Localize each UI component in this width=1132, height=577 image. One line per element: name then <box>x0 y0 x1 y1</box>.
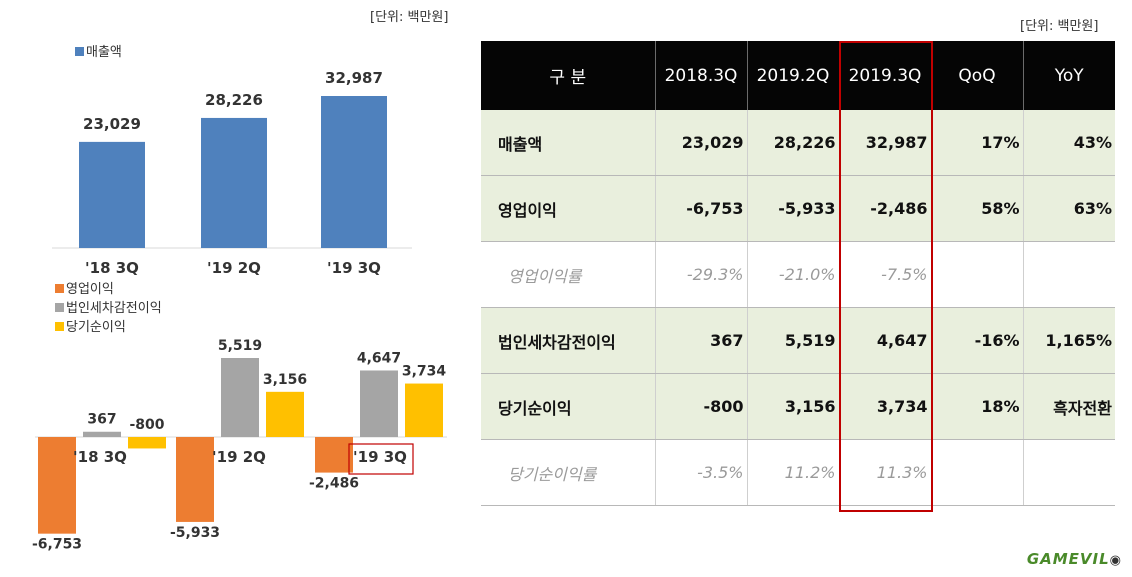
financial-charts: 매출액 23,029 '18 3Q 28,226 '19 2Q 32,987 '19 3Q 영… <box>32 45 447 553</box>
header-2019-3q: 2019.3Q <box>838 41 931 110</box>
table-cell: 4,647 <box>838 307 931 374</box>
data-label: 3,734 <box>402 364 447 380</box>
unit-label-left: [단위: 백만원] <box>370 10 449 25</box>
table-cell <box>1022 439 1115 506</box>
table-cell: -6,753 <box>654 175 747 242</box>
bar-operating-profit <box>176 437 214 522</box>
table-cell: -21.0% <box>746 241 839 308</box>
table-cell: -2,486 <box>838 175 931 242</box>
row-label: 영업이익 <box>481 175 655 242</box>
header-2018-3q: 2018.3Q <box>654 41 747 110</box>
data-label: 367 <box>87 412 116 428</box>
legend-swatch-revenue <box>75 47 84 56</box>
legend-net-income-swatch <box>55 322 64 331</box>
category-label: '18 3Q <box>85 259 139 277</box>
table-cell: 32,987 <box>838 110 931 176</box>
table-row-net-margin: 당기순이익률 -3.5% 11.2% 11.3% <box>481 439 1115 506</box>
gamevil-logo: GAMEVIL◉ <box>1026 550 1122 568</box>
table-cell: 3,156 <box>746 373 839 440</box>
data-label: -2,486 <box>309 476 359 492</box>
bar-pretax-income <box>221 358 259 437</box>
table-row-pretax-income: 법인세차감전이익 367 5,519 4,647 -16% 1,165% <box>481 307 1115 374</box>
row-label: 법인세차감전이익 <box>481 307 655 374</box>
data-label: 4,647 <box>357 350 401 366</box>
table-cell: -29.3% <box>654 241 747 308</box>
table-cell: 58% <box>930 175 1023 242</box>
table-cell <box>930 241 1023 308</box>
table-cell: 23,029 <box>654 110 747 176</box>
category-label: '19 3Q <box>353 448 407 466</box>
data-label-revenue: 28,226 <box>205 91 263 109</box>
header-yoy: YoY <box>1022 41 1115 110</box>
table-cell: 63% <box>1022 175 1115 242</box>
table-cell: 28,226 <box>746 110 839 176</box>
data-label: -6,753 <box>32 537 82 553</box>
bar-operating-profit <box>315 437 353 473</box>
bar-pretax-income <box>83 431 121 437</box>
table-cell: 흑자전환 <box>1022 373 1115 440</box>
table-cell: 17% <box>930 110 1023 176</box>
highlight-box-19-3q <box>348 443 414 475</box>
table-row-operating-profit: 영업이익 -6,753 -5,933 -2,486 58% 63% <box>481 175 1115 242</box>
data-label: -5,933 <box>170 525 220 541</box>
category-label: '19 2Q <box>212 448 266 466</box>
table-cell: 11.3% <box>838 439 931 506</box>
data-label: -800 <box>129 417 164 433</box>
row-label: 영업이익률 <box>481 241 655 308</box>
category-label: '19 3Q <box>327 259 381 277</box>
table-cell: -7.5% <box>838 241 931 308</box>
header-2019-2q: 2019.2Q <box>746 41 839 110</box>
row-label: 당기순이익 <box>481 373 655 440</box>
table-cell: -3.5% <box>654 439 747 506</box>
table-cell: 18% <box>930 373 1023 440</box>
table-row-revenue: 매출액 23,029 28,226 32,987 17% 43% <box>481 110 1115 176</box>
category-label: '19 2Q <box>207 259 261 277</box>
header-qoq: QoQ <box>930 41 1023 110</box>
data-label-revenue: 32,987 <box>325 69 383 87</box>
bar-revenue <box>201 117 267 248</box>
bar-net-income <box>266 391 304 437</box>
table-row-operating-margin: 영업이익률 -29.3% -21.0% -7.5% <box>481 241 1115 308</box>
category-label: '18 3Q <box>73 448 127 466</box>
legend-net-income-label: 당기순이익 <box>66 320 126 335</box>
bar-pretax-income <box>360 370 398 437</box>
bar-revenue <box>79 141 145 248</box>
table-cell: 3,734 <box>838 373 931 440</box>
table-cell: -16% <box>930 307 1023 374</box>
bar-revenue <box>321 96 387 248</box>
legend-pretax-income-label: 법인세차감전이익 <box>66 301 162 316</box>
unit-label-right: [단위: 백만원] <box>1020 19 1099 34</box>
bar-net-income <box>128 437 166 449</box>
table-row-net-income: 당기순이익 -800 3,156 3,734 18% 흑자전환 <box>481 373 1115 440</box>
table-header-row: 구 분 2018.3Q 2019.2Q 2019.3Q QoQ YoY <box>481 41 1115 110</box>
bar-operating-profit <box>38 437 76 534</box>
table-cell: 367 <box>654 307 747 374</box>
row-label: 매출액 <box>481 110 655 176</box>
header-category: 구 분 <box>481 41 655 110</box>
table-cell: 11.2% <box>746 439 839 506</box>
data-label: 3,156 <box>263 372 307 388</box>
row-label: 당기순이익률 <box>481 439 655 506</box>
legend-operating-profit-swatch <box>55 284 64 293</box>
financial-table: 구 분 2018.3Q 2019.2Q 2019.3Q QoQ YoY 매출액 … <box>481 41 1115 506</box>
table-cell <box>930 439 1023 506</box>
legend-pretax-income-swatch <box>55 303 64 312</box>
legend-label-revenue: 매출액 <box>86 45 122 60</box>
data-label-revenue: 23,029 <box>83 115 141 133</box>
legend-operating-profit-label: 영업이익 <box>66 282 114 297</box>
table-cell: -800 <box>654 373 747 440</box>
table-cell <box>1022 241 1115 308</box>
table-cell: 1,165% <box>1022 307 1115 374</box>
data-label: 5,519 <box>218 338 262 354</box>
table-cell: 5,519 <box>746 307 839 374</box>
bar-net-income <box>405 383 443 437</box>
table-cell: 43% <box>1022 110 1115 176</box>
table-cell: -5,933 <box>746 175 839 242</box>
